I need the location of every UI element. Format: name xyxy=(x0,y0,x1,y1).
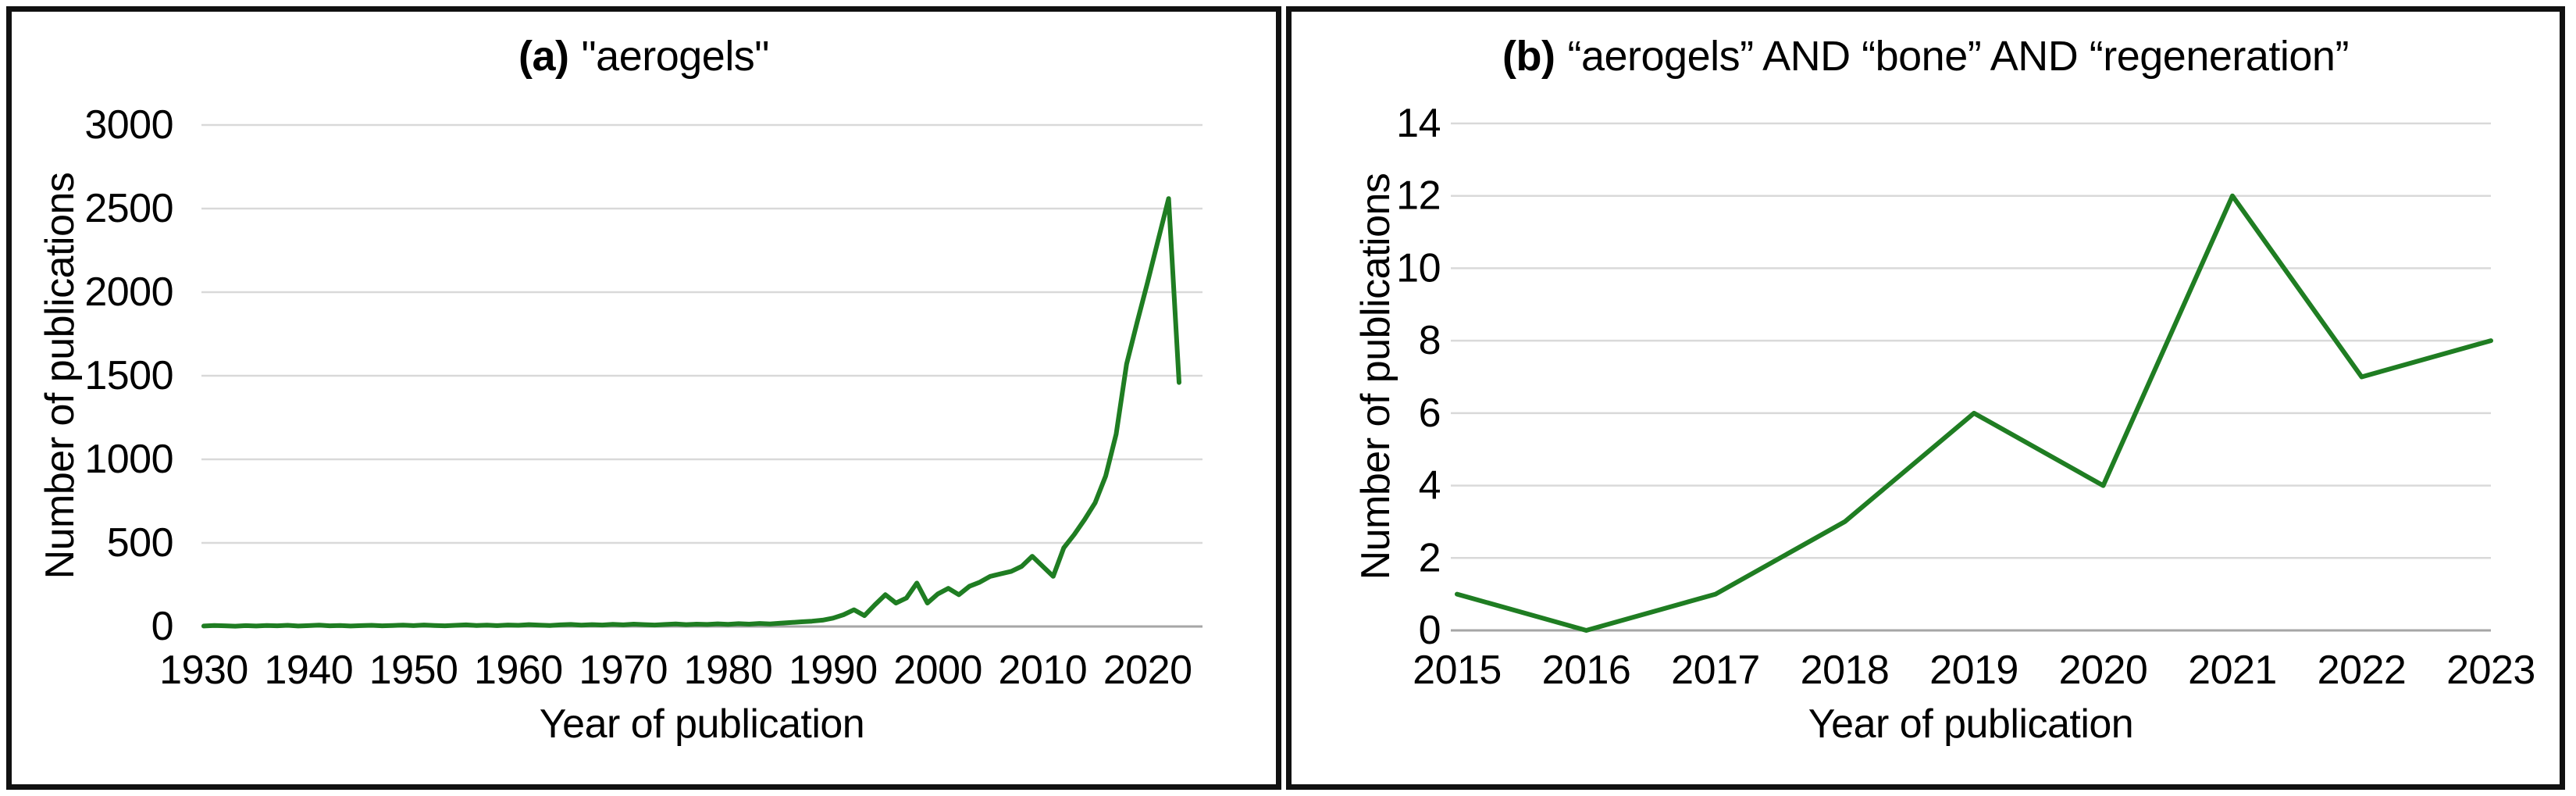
chart-b-plot-area: 0 2 4 6 8 10 12 14 2015 2016 2017 2018 2019 2020 2021 2… xyxy=(1396,101,2535,693)
y-tick-label: 4 xyxy=(1419,463,1441,509)
chart-b-title: (b) “aerogels” AND “bone” AND “regenerati… xyxy=(1292,32,2560,80)
y-tick-label: 2 xyxy=(1419,535,1441,580)
series-line-b xyxy=(1455,193,2493,633)
x-tick-label: 1990 xyxy=(789,648,878,693)
x-tick-label: 2023 xyxy=(2446,648,2535,693)
chart-a-title-text: "aerogels" xyxy=(581,33,770,80)
y-tick-label: 2000 xyxy=(84,269,173,315)
chart-b-panel-label: (b) xyxy=(1502,33,1555,80)
chart-b-x-axis-label: Year of publication xyxy=(1808,701,2134,747)
x-tick-label: 2018 xyxy=(1801,648,1890,693)
y-tick-label: 3000 xyxy=(84,102,173,148)
y-tick-label: 2500 xyxy=(84,186,173,231)
y-tick-label: 0 xyxy=(1419,608,1441,653)
x-tick-label: 1980 xyxy=(684,648,773,693)
y-tick-label: 1500 xyxy=(84,353,173,398)
chart-b-title-text: “aerogels” AND “bone” AND “regeneration” xyxy=(1567,33,2349,80)
x-tick-label: 2015 xyxy=(1413,648,1502,693)
x-tick-label: 2016 xyxy=(1542,648,1631,693)
y-tick-label: 500 xyxy=(107,520,173,566)
y-tick-label: 12 xyxy=(1396,173,1441,219)
panel-b: (b) “aerogels” AND “bone” AND “regenerati… xyxy=(1286,6,2565,790)
chart-a-x-axis-label: Year of publication xyxy=(539,701,865,747)
x-tick-label: 2017 xyxy=(1671,648,1760,693)
series-line-a xyxy=(201,196,1181,629)
panel-a: (a) "aerogels" Number of publications 0 50… xyxy=(6,6,1281,790)
x-tick-label: 1930 xyxy=(159,648,248,693)
x-tick-label: 1940 xyxy=(264,648,353,693)
x-tick-label: 2022 xyxy=(2318,648,2407,693)
chart-a-title: (a) "aerogels" xyxy=(12,32,1276,80)
x-tick-label: 2010 xyxy=(999,648,1088,693)
y-tick-label: 14 xyxy=(1396,101,1441,146)
x-tick-label: 1950 xyxy=(369,648,458,693)
x-tick-label: 2020 xyxy=(1103,648,1192,693)
y-tick-label: 6 xyxy=(1419,391,1441,436)
x-tick-label: 2021 xyxy=(2188,648,2277,693)
y-tick-label: 10 xyxy=(1396,245,1441,291)
chart-a-plot-area: 0 500 1000 1500 2000 2500 3000 1930 1940 1950 1960… xyxy=(84,102,1202,693)
y-tick-label: 8 xyxy=(1419,318,1441,363)
x-tick-label: 1960 xyxy=(474,648,563,693)
y-tick-label: 1000 xyxy=(84,437,173,482)
x-tick-label: 2000 xyxy=(893,648,982,693)
x-tick-label: 2020 xyxy=(2059,648,2148,693)
x-tick-label: 2019 xyxy=(1929,648,2018,693)
x-tick-label: 1970 xyxy=(579,648,668,693)
chart-a-panel-label: (a) xyxy=(518,33,569,80)
y-tick-label: 0 xyxy=(151,604,173,649)
